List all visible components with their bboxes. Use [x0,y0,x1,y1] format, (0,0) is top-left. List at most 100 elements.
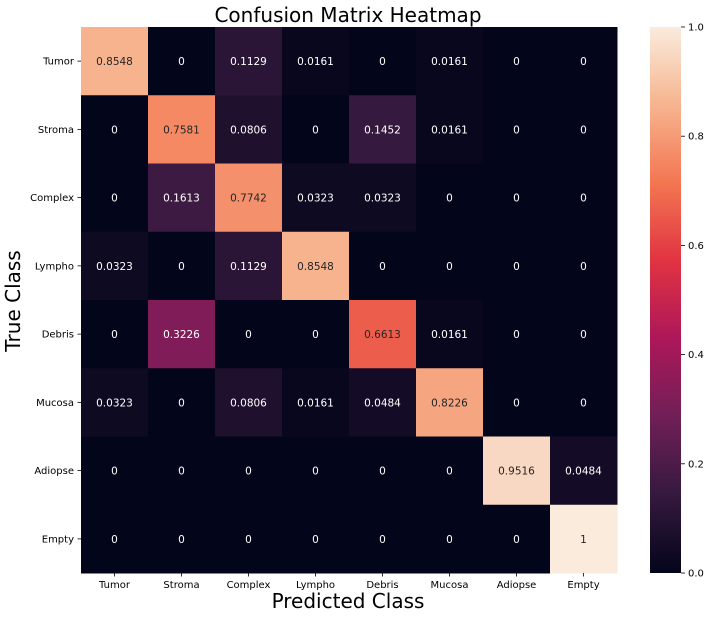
cell-value-label: 0 [513,56,520,68]
cell-value-label: 0.6613 [364,329,401,341]
colorbar-gradient [650,27,681,573]
heatmap-cell-empty-mucosa [416,504,484,574]
y-tick-label-complex: Complex [30,193,74,204]
y-tick-label-stroma: Stroma [38,125,74,136]
cell-value-label: 0 [446,193,453,205]
heatmap-cell-empty-complex [215,504,283,574]
heatmap-cell-complex-lympho [282,163,350,233]
cell-value-label: 0 [513,193,520,205]
x-tick-label-mucosa: Mucosa [431,580,469,591]
cell-value-label: 0 [580,56,587,68]
heatmap-cell-tumor-empty [550,27,618,96]
heatmap-cell-adiopse-tumor [81,436,149,506]
heatmap-cell-lympho-adiopse [483,231,551,301]
colorbar-tick-label: 0.0 [688,569,704,580]
heatmap-cell-adiopse-mucosa [416,436,484,506]
cell-value-label: 0.0323 [364,193,401,205]
y-tick-label-tumor: Tumor [42,57,75,68]
cell-value-label: 0 [178,534,185,546]
y-tick-label-debris: Debris [42,330,74,341]
heatmap-cell-adiopse-lympho [282,436,350,506]
x-axis-label: Predicted Class [272,589,425,613]
heatmap-cell-tumor-mucosa [416,27,484,96]
heatmap-cell-debris-empty [550,300,618,369]
heatmap-cell-lympho-empty [550,231,618,301]
heatmap-cell-debris-stroma [148,300,216,369]
heatmap-cell-stroma-adiopse [483,95,551,164]
x-tick-label-debris: Debris [366,580,398,591]
cell-value-label: 0 [245,466,252,478]
heatmap-cell-debris-debris [349,300,417,369]
cell-value-label: 0 [245,329,252,341]
cell-value-label: 0 [580,193,587,205]
heatmap-cell-complex-empty [550,163,618,233]
cell-value-label: 0.7581 [163,124,200,136]
cell-value-label: 0 [446,466,453,478]
heatmap-cell-complex-debris [349,163,417,233]
heatmap-cell-tumor-tumor [81,27,149,96]
cell-value-label: 0 [379,56,386,68]
cell-value-label: 0 [312,329,319,341]
heatmap-cell-stroma-empty [550,95,618,164]
cell-value-label: 0.0161 [297,397,334,409]
heatmap-cell-debris-mucosa [416,300,484,369]
colorbar-tick-label: 0.2 [688,459,704,470]
cell-value-label: 0.8548 [96,56,133,68]
cell-value-label: 1 [580,534,587,546]
colorbar-tick-label: 0.8 [688,132,704,143]
heatmap-cell-tumor-debris [349,27,417,96]
heatmap-cell-complex-tumor [81,163,149,233]
heatmap-cell-mucosa-mucosa [416,368,484,437]
heatmap-cell-complex-mucosa [416,163,484,233]
heatmap-cell-mucosa-debris [349,368,417,437]
cell-value-label: 0.0323 [297,193,334,205]
cell-value-label: 0.0161 [297,56,334,68]
cell-value-label: 0 [111,124,118,136]
heatmap-cell-lympho-complex [215,231,283,301]
cell-value-label: 0 [379,261,386,273]
cell-value-label: 0 [513,329,520,341]
heatmap-cell-debris-complex [215,300,283,369]
x-tick-label-stroma: Stroma [163,580,199,591]
cell-value-label: 0 [312,466,319,478]
axis-ticks: Tumor Stroma Complex Lympho Debris Mucosa Adio… [30,57,600,591]
cell-value-label: 0.1129 [230,56,267,68]
heatmap-cell-lympho-tumor [81,231,149,301]
heatmap-cell-stroma-debris [349,95,417,164]
heatmap-cell-empty-tumor [81,504,149,574]
cell-value-label: 0 [379,466,386,478]
cell-value-label: 0 [312,534,319,546]
heatmap-cell-mucosa-tumor [81,368,149,437]
colorbar: 0.0 0.2 0.4 0.6 0.8 1.0 [650,23,704,580]
cell-value-label: 0 [178,397,185,409]
cell-value-label: 0 [513,534,520,546]
heatmap-cell-mucosa-adiopse [483,368,551,437]
cell-value-label: 0 [111,534,118,546]
heatmap-cell-lympho-debris [349,231,417,301]
heatmap-cell-empty-adiopse [483,504,551,574]
cell-value-label: 0 [178,56,185,68]
heatmap-cell-adiopse-debris [349,436,417,506]
cell-value-label: 0 [111,466,118,478]
cell-value-label: 0 [580,329,587,341]
heatmap-cell-adiopse-empty [550,436,618,506]
cell-value-label: 0.8226 [431,397,468,409]
heatmap-cell-debris-tumor [81,300,149,369]
cell-value-label: 0 [446,534,453,546]
colorbar-tick-label: 1.0 [688,23,704,34]
heatmap-cell-stroma-lympho [282,95,350,164]
cell-value-label: 0.3226 [163,329,200,341]
heatmap-cell-adiopse-adiopse [483,436,551,506]
heatmap-cell-empty-stroma [148,504,216,574]
colorbar-tick-label: 0.6 [688,241,704,252]
cell-value-label: 0 [446,261,453,273]
y-axis-label: True Class [1,250,25,352]
heatmap-cell-complex-stroma [148,163,216,233]
heatmap-cell-empty-debris [349,504,417,574]
heatmap-cell-tumor-complex [215,27,283,96]
cell-value-label: 0.9516 [498,466,535,478]
cell-value-label: 0 [379,534,386,546]
heatmap-cell-lympho-mucosa [416,231,484,301]
